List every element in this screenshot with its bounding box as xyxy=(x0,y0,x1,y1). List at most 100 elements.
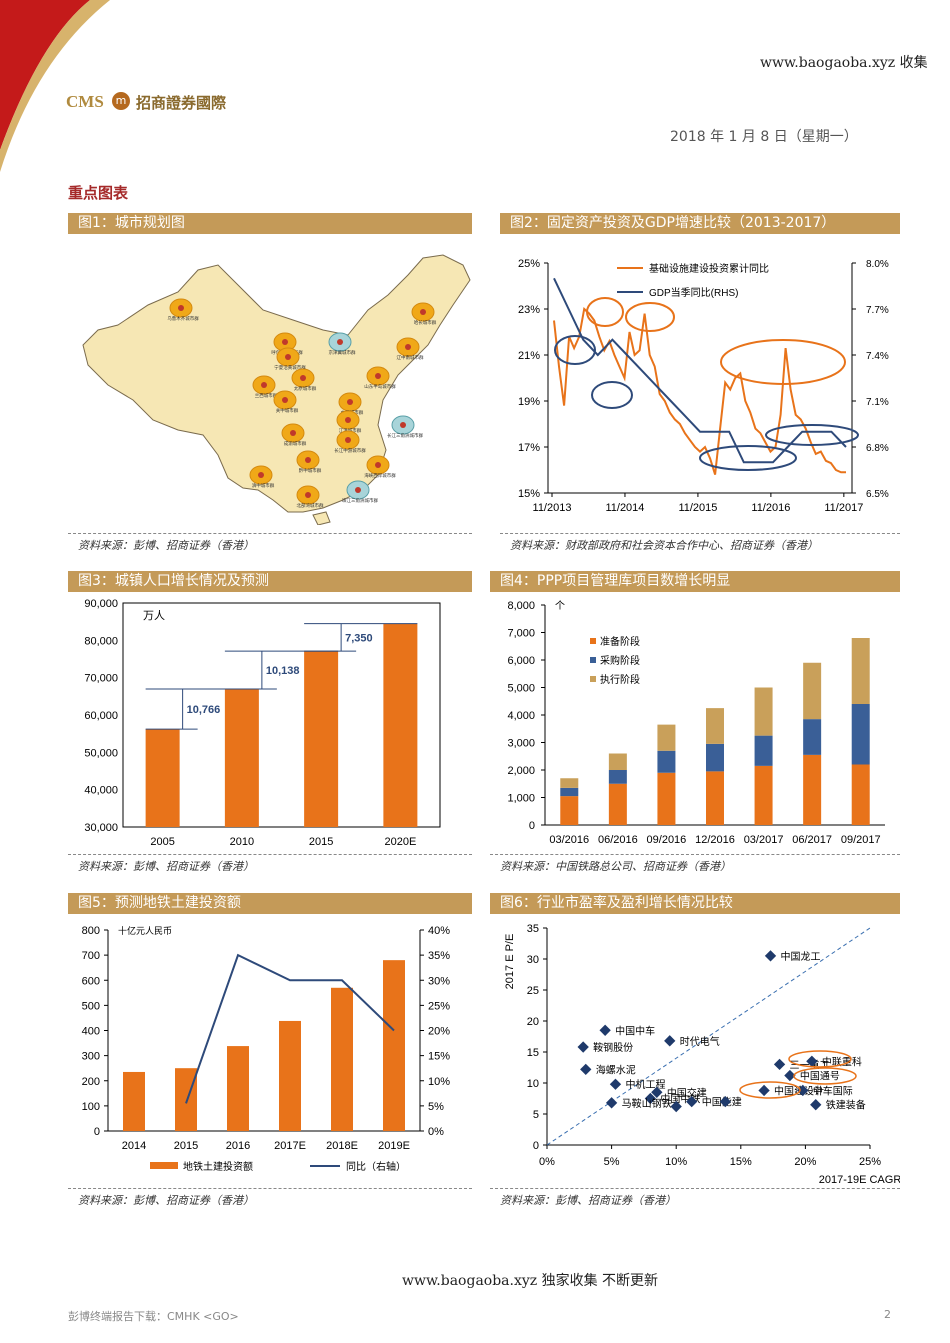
fig2-y-tick-left: 19% xyxy=(518,396,540,408)
company-logo: CMS m 招商證券國際 xyxy=(62,88,272,120)
fig5-bar xyxy=(383,960,405,1131)
footer-bloomberg: 彭博终端报告下载：CMHK <GO> xyxy=(68,1310,239,1323)
map-city-dot xyxy=(305,457,311,463)
fig6-x-tick: 20% xyxy=(794,1156,816,1168)
fig3-x-tick: 2010 xyxy=(230,836,254,848)
fig6-highlight-ring xyxy=(793,1067,857,1085)
fig2-legend-label: 基础设施建设投资累计同比 xyxy=(649,262,769,275)
fig6-point xyxy=(644,1092,657,1105)
fig2-chart: 15% 17% 19% 21% 23% 25% 6.5% 6.8% 7.1% 7.4% 7.7% 8.… xyxy=(518,258,889,514)
fig4-x-tick: 06/2017 xyxy=(792,834,832,846)
fig3-growth-label: 10,766 xyxy=(187,704,221,716)
logo-badge-icon: m xyxy=(112,92,130,110)
fig6-x-tick: 0% xyxy=(539,1156,555,1168)
map-cluster-label: 关中城市群 xyxy=(276,407,299,414)
fig6-y-tick: 35 xyxy=(527,923,539,935)
fig4-bar-segment xyxy=(608,770,627,784)
fig3-bar xyxy=(224,688,259,827)
fig3-y-tick: 30,000 xyxy=(84,822,118,834)
fig4-x-tick: 03/2017 xyxy=(744,834,784,846)
fig3-y-tick: 80,000 xyxy=(84,635,118,647)
footer-watermark: www.baogaoba.xyz 独家收集 不断更新 xyxy=(402,1273,659,1289)
fig2-y-tick-left: 21% xyxy=(518,350,540,362)
fig5-y-tick: 200 xyxy=(82,1076,100,1088)
map-city-dot xyxy=(345,417,351,423)
fig6-point-label: 时代电气 xyxy=(680,1035,720,1048)
fig5-y-tick: 700 xyxy=(82,950,100,962)
fig4-y-tick: 8,000 xyxy=(507,600,535,612)
fig5-y-tick-right: 35% xyxy=(428,950,450,962)
fig5-legend-label: 地铁土建投资额 xyxy=(183,1160,253,1173)
map-cluster-label: 珠江三角洲城市群 xyxy=(342,497,378,504)
fig2-y-tick-right: 7.4% xyxy=(866,351,889,362)
fig6-point-label: 鞍钢股份 xyxy=(593,1041,633,1054)
logo-cms: CMS xyxy=(66,92,104,111)
fig4-bar-segment xyxy=(851,704,870,765)
fig6-point-label: 中联重科 xyxy=(822,1055,862,1068)
fig5-y-tick: 0 xyxy=(94,1126,100,1138)
map-city-dot xyxy=(375,373,381,379)
fig3-bar xyxy=(383,623,418,827)
map-cluster-label: 黔中城市群 xyxy=(299,467,322,474)
fig2-y-tick-right: 7.7% xyxy=(866,305,889,316)
fig6-point xyxy=(599,1024,611,1036)
fig6-y-label: 2017 E P/E xyxy=(504,934,516,990)
fig3-plot-frame xyxy=(122,602,441,828)
fig6-point-label: 中国通号 xyxy=(800,1070,840,1083)
fig6-x-tick: 10% xyxy=(665,1156,687,1168)
fig6-point xyxy=(758,1084,770,1097)
report-date: 2018 年 1 月 8 日（星期一） xyxy=(670,129,858,145)
logo-name: 招商證券國際 xyxy=(136,94,227,112)
fig4-x-tick: 03/2016 xyxy=(549,834,589,846)
fig6-point xyxy=(810,1099,822,1111)
fig5-bar xyxy=(123,1071,145,1131)
fig2-x-tick: 11/2016 xyxy=(751,502,790,514)
fig5-y-tick: 800 xyxy=(82,925,100,937)
fig6-point xyxy=(609,1078,622,1090)
fig6-point xyxy=(773,1058,786,1071)
map-cluster-label: 北部湾城市群 xyxy=(297,502,324,509)
fig4-bar-segment xyxy=(608,753,627,770)
fig6-source: 资料来源：彭博、招商证券（香港） xyxy=(500,1194,676,1207)
map-city-dot xyxy=(300,375,306,381)
fig6-y-tick: 10 xyxy=(527,1078,539,1090)
fig4-x-tick: 09/2017 xyxy=(841,834,881,846)
fig4-x-tick: 06/2016 xyxy=(598,834,638,846)
map-city-dot xyxy=(405,344,411,350)
map-city-dot xyxy=(261,382,267,388)
fig3-growth-label: 10,138 xyxy=(266,665,300,677)
map-city-dot xyxy=(282,397,288,403)
fig2-y-tick-left: 25% xyxy=(518,258,540,270)
fig6-point xyxy=(605,1097,618,1109)
map-cluster-label: 山东半岛城市群 xyxy=(364,383,396,390)
map-city-dot xyxy=(305,492,311,498)
fig6-y-tick: 25 xyxy=(527,985,539,997)
map-city-dot xyxy=(400,422,406,428)
fig2-legend-label: GDP当季同比(RHS) xyxy=(649,286,738,299)
fig4-source: 资料来源：中国铁路总公司、招商证券（香港） xyxy=(500,860,731,873)
fig2-x-tick: 11/2014 xyxy=(605,502,644,514)
fig6-x-tick: 15% xyxy=(730,1156,752,1168)
fig4-y-tick: 5,000 xyxy=(507,683,535,695)
fig3-x-tick: 2005 xyxy=(150,836,174,848)
fig2-x-tick: 11/2017 xyxy=(824,502,863,514)
fig4-bar-segment xyxy=(851,638,870,704)
fig6-x-label: 2017-19E CAGR xyxy=(819,1174,900,1186)
fig6-highlight-ring xyxy=(788,1050,852,1068)
fig2-highlight-ring xyxy=(625,302,675,332)
fig3-bar xyxy=(304,651,339,827)
map-cluster-label: 江淮城市群 xyxy=(339,427,362,434)
fig6-point-label: 海螺水泥 xyxy=(596,1063,636,1076)
china-city-cluster-map: 乌鲁木齐城市群呼包鄂榆城市群京津冀城市群哈长城市群辽中南城市群宁夏沿黄城市群太原… xyxy=(82,254,471,525)
fig6-point xyxy=(664,1035,676,1047)
map-cluster-label: 兰西城市群 xyxy=(255,392,278,399)
fig5-x-tick: 2019E xyxy=(378,1140,410,1152)
fig4-bar-segment xyxy=(560,787,579,797)
map-city-dot xyxy=(375,462,381,468)
map-city-dot xyxy=(178,305,184,311)
fig4-bar-segment xyxy=(706,708,724,744)
fig4-bar-segment xyxy=(657,724,676,751)
fig4-x-tick: 12/2016 xyxy=(695,834,735,846)
fig2-highlight-ring xyxy=(554,335,596,365)
map-city-dot xyxy=(258,472,264,478)
